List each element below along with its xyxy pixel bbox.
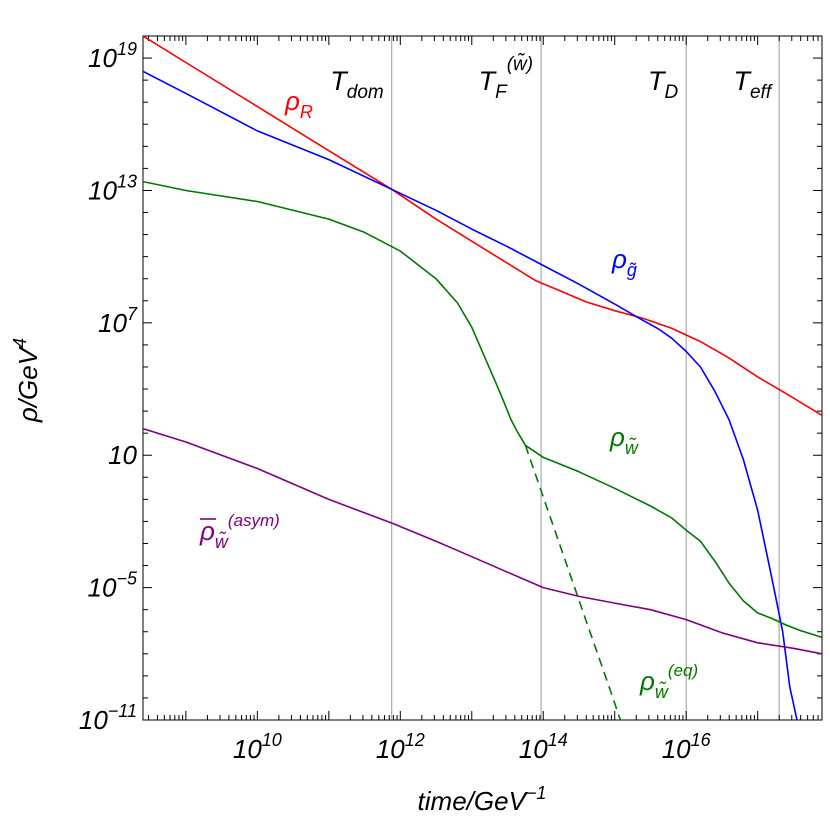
vline-label-T_eff: Teff bbox=[733, 66, 772, 103]
axis-ticks bbox=[143, 35, 822, 721]
vline-label-T_D: TD bbox=[648, 66, 679, 103]
x-tick-label: 1014 bbox=[519, 730, 568, 764]
series-label-rho_wtilde: ρw̃ bbox=[609, 422, 639, 458]
series-group bbox=[143, 36, 822, 720]
x-tick-label: 1010 bbox=[233, 730, 282, 764]
tick-labels: 1010 1012 1014 1016 1019 1013 107 10 10−5 10−11 bbox=[79, 39, 712, 764]
y-tick-label: 1013 bbox=[88, 171, 137, 205]
x-tick-label: 1012 bbox=[376, 730, 425, 764]
series-label-rho_wtilde_eq: ρw̃(eq) bbox=[639, 661, 698, 702]
y-tick-label: 10−11 bbox=[79, 701, 137, 735]
vline-label-T_F: TF(w̃) bbox=[479, 53, 534, 103]
vertical-lines bbox=[391, 36, 780, 720]
y-tick-label: 107 bbox=[98, 304, 138, 338]
series-label-rho_bar_wtilde_asym: ρw̃(asym) bbox=[199, 511, 280, 552]
series-line-rho_gtilde bbox=[143, 70, 798, 720]
series-line-rho_bar_wtilde_asym bbox=[143, 427, 822, 655]
series-labels: ρR ρg̃ ρw̃ ρw̃(eq) ρw̃(asym) bbox=[199, 86, 698, 702]
vline-label-T_dom: Tdom bbox=[330, 66, 383, 103]
y-tick-label: 1019 bbox=[88, 39, 137, 73]
y-tick-label: 10−5 bbox=[88, 569, 138, 603]
vertical-line-labels: Tdom TF(w̃) TD Teff bbox=[330, 53, 773, 103]
plot-frame bbox=[142, 35, 823, 721]
y-tick-label: 10 bbox=[108, 440, 137, 470]
series-line-rho_R bbox=[143, 36, 822, 417]
series-line-rho_wtilde bbox=[143, 180, 822, 639]
series-line-rho_wtilde_eq bbox=[524, 445, 622, 720]
x-tick-label: 1016 bbox=[662, 730, 712, 764]
y-axis-title: ρ/GeV4 bbox=[10, 338, 43, 423]
x-axis-title: time/GeV−1 bbox=[418, 783, 547, 816]
series-label-rho_gtilde: ρg̃ bbox=[611, 244, 637, 280]
series-label-rho_R: ρR bbox=[284, 86, 313, 122]
